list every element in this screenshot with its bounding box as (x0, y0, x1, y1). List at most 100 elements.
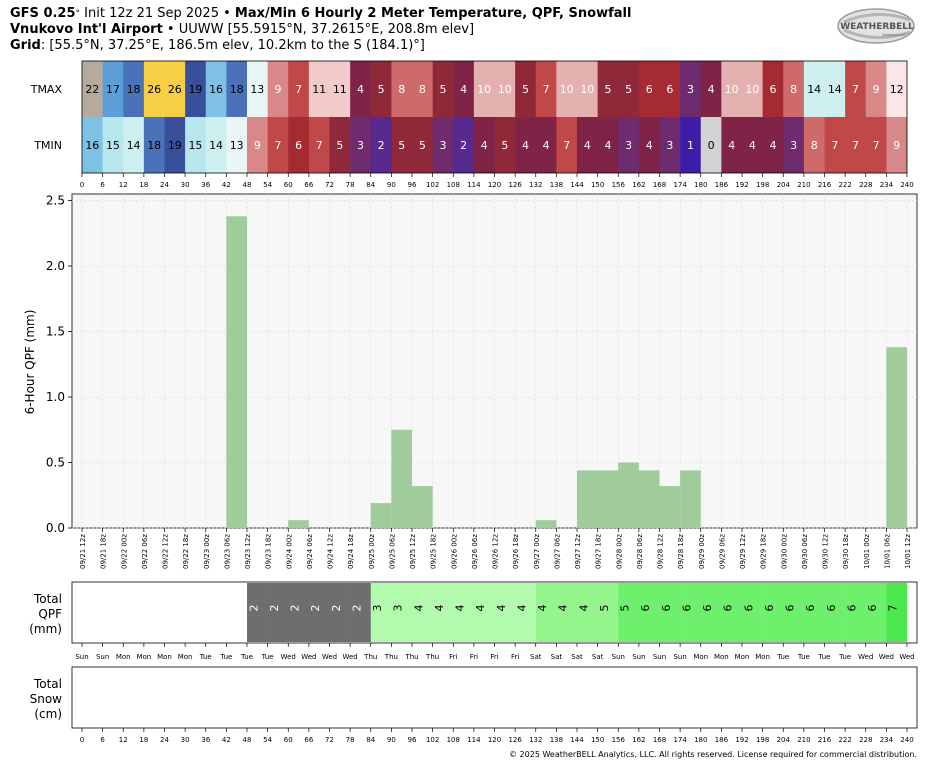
total-qpf-cell (659, 583, 681, 642)
qpf-xtick-label: 09/28 18z (677, 534, 685, 569)
hour-tick-label: 60 (284, 181, 293, 189)
tmax-value: 12 (890, 83, 904, 96)
day-label: Sat (530, 653, 542, 661)
tmax-value: 8 (398, 83, 405, 96)
snow-hour-tick-label: 108 (447, 736, 460, 744)
weatherbell-logo: WEATHERBELL Analytics LLC (837, 8, 915, 44)
snow-hour-tick-label: 156 (612, 736, 626, 744)
tmax-value: 10 (477, 83, 491, 96)
hour-tick-label: 240 (900, 181, 913, 189)
total-qpf-cell (577, 583, 598, 642)
tmax-cell (845, 61, 867, 117)
tmax-value: 19 (188, 83, 202, 96)
qpf-xtick-label: 09/25 00z (368, 534, 376, 569)
total-qpf-cell (535, 583, 557, 642)
tmax-value: 4 (708, 83, 715, 96)
total-qpf-cell (742, 583, 763, 642)
qpf-bar (618, 462, 639, 528)
tmin-cell (865, 117, 887, 173)
total-qpf-value: 2 (330, 605, 343, 612)
tmin-cell (205, 117, 227, 173)
tmin-cell (226, 117, 248, 173)
day-label: Mon (116, 653, 131, 661)
hour-tick-label: 12 (119, 181, 128, 189)
tmax-cell (494, 61, 516, 117)
total-qpf-label: Total (33, 592, 62, 606)
day-label: Sat (592, 653, 604, 661)
hour-tick-label: 162 (632, 181, 645, 189)
day-label: Wed (342, 653, 357, 661)
tmin-value: 16 (85, 139, 99, 152)
tmax-cell (370, 61, 392, 117)
total-qpf-cell (638, 583, 660, 642)
day-label: Thu (363, 653, 377, 661)
tmin-value: 4 (604, 139, 611, 152)
day-label: Wed (322, 653, 337, 661)
tmin-value: 4 (646, 139, 653, 152)
temp-row-label: TMAX (30, 83, 63, 96)
total-qpf-cell (370, 583, 392, 642)
tmax-cell (164, 61, 186, 117)
tmax-cell (432, 61, 454, 117)
tmax-cell (288, 61, 310, 117)
tmin-value: 3 (790, 139, 797, 152)
total-qpf-cell (288, 583, 310, 642)
day-label: Sat (571, 653, 583, 661)
total-qpf-value: 6 (804, 605, 817, 612)
snow-hour-tick-label: 216 (818, 736, 832, 744)
snow-hour-tick-label: 0 (80, 736, 84, 744)
tmax-value: 14 (807, 83, 821, 96)
tmin-cell (597, 117, 619, 173)
tmin-cell (308, 117, 330, 173)
snow-hour-tick-label: 114 (467, 736, 481, 744)
total-qpf-cell (886, 583, 908, 642)
snow-hour-tick-label: 54 (263, 736, 272, 744)
qpf-xtick-label: 09/28 00z (615, 534, 623, 569)
tmax-cell (350, 61, 372, 117)
day-label: Tue (240, 653, 253, 661)
total-qpf-value: 5 (598, 605, 611, 612)
station-name: Vnukovo Int'l Airport (10, 22, 163, 37)
tmax-cell (638, 61, 660, 117)
total-qpf-value: 6 (660, 605, 673, 612)
hour-tick-label: 96 (408, 181, 417, 189)
tmin-cell (102, 117, 124, 173)
day-label: Tue (261, 653, 274, 661)
day-label: Fri (511, 653, 519, 661)
tmin-value: 7 (852, 139, 859, 152)
total-qpf-cell (350, 583, 372, 642)
day-label: Mon (178, 653, 193, 661)
total-qpf-cell (680, 583, 702, 642)
tmax-cell (473, 61, 495, 117)
tmin-value: 18 (147, 139, 161, 152)
tmax-cell (391, 61, 413, 117)
tmax-cell (205, 61, 227, 117)
header-line-3: Grid: [55.5°N, 37.25°E, 186.5m elev, 10.… (10, 38, 425, 53)
tmax-value: 10 (498, 83, 512, 96)
qpf-xtick-label: 09/30 18z (842, 534, 850, 569)
tmin-cell (164, 117, 186, 173)
total-qpf-value: 4 (577, 605, 590, 612)
total-qpf-value: 4 (433, 605, 446, 612)
qpf-ytick-label: 1.5 (46, 325, 65, 339)
snow-hour-tick-label: 132 (529, 736, 542, 744)
qpf-xtick-label: 09/26 00z (450, 534, 458, 569)
total-qpf-value: 2 (309, 605, 322, 612)
qpf-bar (288, 520, 309, 528)
tmin-value: 4 (522, 139, 529, 152)
tmax-cell (515, 61, 537, 117)
total-qpf-value: 7 (887, 605, 900, 612)
hour-tick-label: 216 (818, 181, 832, 189)
snow-hour-tick-label: 138 (550, 736, 563, 744)
total-qpf-value: 6 (763, 605, 776, 612)
tmin-cell (845, 117, 867, 173)
tmin-cell (473, 117, 495, 173)
qpf-bar (659, 486, 681, 528)
snow-hour-tick-label: 102 (426, 736, 439, 744)
tmin-value: 2 (460, 139, 467, 152)
tmin-cell (247, 117, 268, 173)
tmin-cell (886, 117, 908, 173)
total-qpf-value: 3 (371, 605, 384, 612)
snow-hour-tick-label: 234 (880, 736, 894, 744)
total-qpf-value: 4 (515, 605, 528, 612)
